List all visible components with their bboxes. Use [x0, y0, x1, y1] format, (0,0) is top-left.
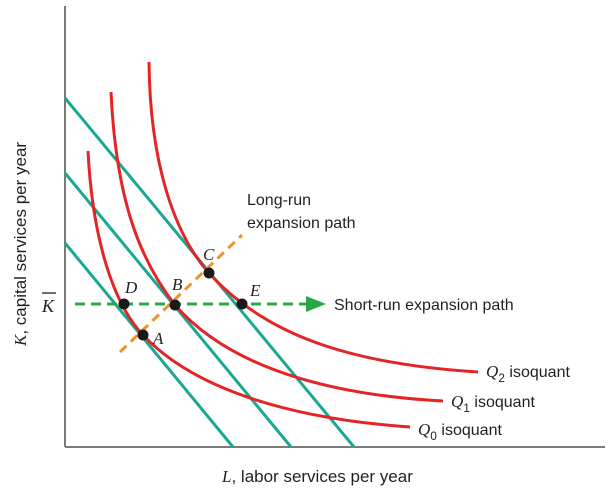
short-run-arrowhead: [306, 296, 326, 312]
point-c-label: C: [203, 245, 215, 264]
long-run-label-line2: expansion path: [247, 215, 356, 232]
k-bar-label: K: [41, 296, 55, 316]
point-e: [236, 298, 248, 310]
isoquant-q2-label: Q2 isoquant: [486, 362, 570, 385]
isoquant-q0-label: Q0 isoquant: [418, 420, 502, 443]
isoquant-q0-curve: [86, 150, 411, 429]
point-b: [169, 299, 181, 311]
point-a-label: A: [152, 329, 164, 348]
point-d-label: D: [124, 278, 138, 297]
point-b-label: B: [172, 275, 183, 294]
point-e-label: E: [249, 281, 261, 300]
long-run-label-line1: Long-run: [247, 192, 311, 209]
long-run-expansion-path: [118, 233, 244, 354]
y-axis-label: K, capital services per year: [11, 142, 30, 347]
short-run-label: Short-run expansion path: [334, 297, 514, 314]
point-d: [118, 298, 130, 310]
isoquant-q1-label: Q1 isoquant: [451, 392, 535, 415]
point-c: [203, 267, 215, 279]
point-a: [137, 329, 149, 341]
x-axis-label: L, labor services per year: [221, 467, 413, 486]
isocost-line-0: [63, 242, 235, 448]
